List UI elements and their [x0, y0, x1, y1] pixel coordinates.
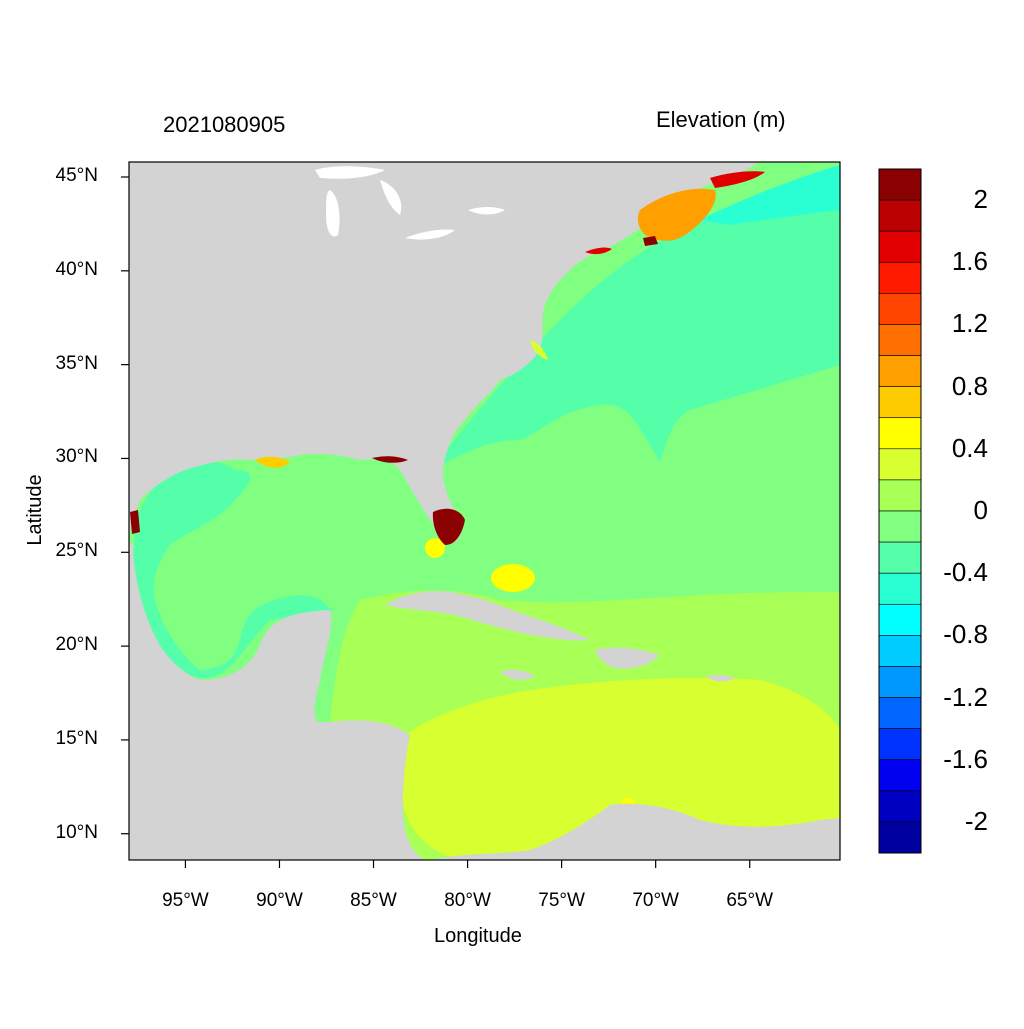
- colorbar-swatch: [878, 635, 922, 667]
- colorbar-swatch: [878, 417, 922, 450]
- land-puerto-rico: [705, 674, 735, 682]
- x-tick-label: 70°W: [632, 890, 679, 911]
- colorbar-swatch: [878, 386, 922, 419]
- y-tick-label: 45°N: [55, 165, 98, 186]
- anomaly-bay-of-fundy: [710, 171, 765, 188]
- colorbar-label: -1.2: [943, 681, 988, 712]
- lake-ontario: [468, 207, 505, 215]
- plot-frame: [128, 161, 841, 861]
- lake-superior: [315, 166, 385, 179]
- colorbar-label: 0: [973, 495, 988, 525]
- colorbar-swatch: [878, 479, 922, 512]
- colorbar-swatch: [878, 230, 922, 263]
- colorbar-label: -2: [964, 805, 988, 836]
- anomaly-florida-panhandle: [372, 456, 408, 463]
- y-tick-label: 20°N: [55, 634, 98, 656]
- anomaly-south-florida: [432, 508, 465, 545]
- x-tick-label: 85°W: [350, 890, 397, 911]
- colorbar-swatch: [878, 821, 922, 854]
- ocean-band-south: [400, 678, 840, 860]
- colorbar-swatch: [878, 790, 922, 823]
- land-south-america: [430, 803, 840, 860]
- x-axis-ticks: [184, 860, 751, 868]
- y-axis-title: Latitude: [24, 474, 46, 546]
- x-tick-label: 80°W: [444, 890, 491, 911]
- colorbar-swatch: [878, 510, 922, 543]
- colorbar-swatch: [878, 759, 922, 792]
- anomaly-massachusetts: [643, 236, 658, 246]
- hotspot-bahamas: [491, 564, 535, 592]
- colorbar-label: 2: [973, 184, 988, 215]
- land-cuba: [385, 591, 590, 641]
- colorbar-label: -0.8: [943, 619, 988, 650]
- anomaly-louisiana: [255, 456, 290, 468]
- colorbar-swatch: [878, 728, 922, 761]
- colorbar-swatch: [878, 697, 922, 729]
- y-tick-label: 30°N: [55, 446, 98, 468]
- colorbar-label: 1.6: [951, 246, 988, 277]
- land-mexico: [129, 540, 430, 860]
- anomaly-chesapeake: [530, 340, 548, 360]
- y-tick-label: 35°N: [55, 352, 98, 374]
- colorbar-swatch: [878, 572, 922, 605]
- colorbar-swatch: [878, 355, 922, 387]
- ocean-band-ne: [700, 165, 840, 225]
- x-tick-label: 75°W: [538, 890, 585, 911]
- anomaly-texas: [130, 510, 140, 534]
- colorbar-swatch: [878, 293, 922, 325]
- anomaly-gulf-of-maine: [637, 188, 716, 241]
- lake-erie: [405, 229, 455, 240]
- lake-huron: [380, 180, 402, 215]
- colorbar-swatch: [878, 199, 922, 232]
- colorbar-swatch: [878, 541, 922, 574]
- colorbar-swatch: [878, 324, 922, 356]
- y-tick-label: 10°N: [55, 821, 98, 843]
- colorbar-label: 0.4: [951, 432, 988, 463]
- ocean-band-neg02: [430, 180, 840, 470]
- map-layers: [129, 162, 840, 860]
- land-north-america: [129, 162, 760, 542]
- colorbar-swatch: [878, 603, 922, 636]
- ocean-band-gulf: [133, 461, 335, 679]
- x-axis-title: Longitude: [434, 925, 522, 947]
- lake-michigan: [326, 190, 340, 237]
- y-tick-label: 25°N: [55, 540, 98, 562]
- hotspot-keys: [425, 538, 445, 558]
- colorbar: [878, 168, 922, 854]
- colorbar-border: [878, 168, 922, 854]
- land-jamaica: [500, 669, 535, 680]
- colorbar-label: 1.2: [951, 308, 988, 339]
- y-tick-label: 40°N: [55, 258, 98, 280]
- land-hispaniola: [595, 647, 660, 669]
- x-tick-label: 90°W: [256, 890, 303, 911]
- x-tick-label: 65°W: [726, 890, 774, 911]
- y-axis-ticks: [121, 176, 129, 835]
- colorbar-label: 0.8: [951, 370, 988, 401]
- anomaly-long-island: [585, 247, 612, 255]
- timestamp-label: 2021080905: [163, 112, 286, 137]
- y-tick-label: 15°N: [55, 727, 98, 749]
- colorbar-swatch: [878, 448, 922, 481]
- x-tick-label: 95°W: [162, 890, 209, 911]
- colorbar-label: -0.4: [943, 557, 988, 588]
- colorbar-label: -1.6: [943, 743, 988, 774]
- colorbar-title: Elevation (m): [656, 107, 786, 132]
- colorbar-swatch: [878, 261, 922, 294]
- colorbar-swatch: [878, 168, 922, 201]
- colorbar-swatch: [878, 666, 922, 698]
